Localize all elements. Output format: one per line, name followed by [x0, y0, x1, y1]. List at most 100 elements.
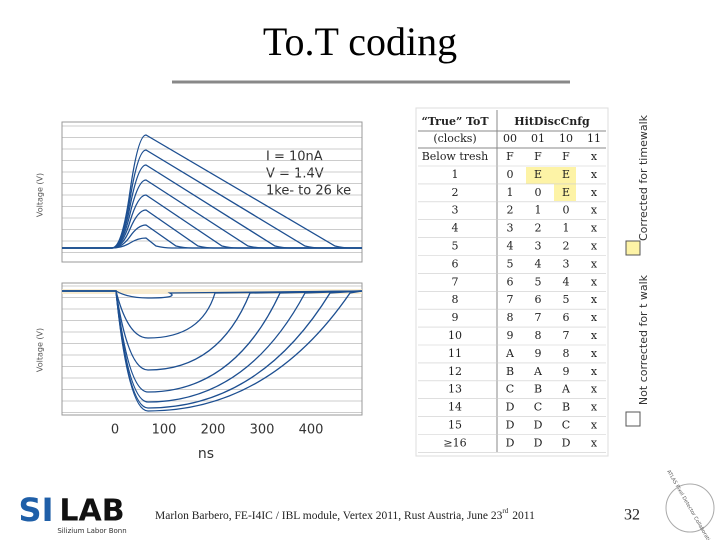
table-cell: x: [591, 383, 598, 396]
table-cell: 6: [507, 275, 514, 288]
table-cell: A: [533, 365, 543, 378]
table-cell: 13: [448, 383, 462, 396]
atlas-logo: [665, 483, 715, 533]
table-cell: x: [591, 293, 598, 306]
table-cell: D: [562, 436, 571, 449]
table-cell: C: [562, 419, 570, 432]
table-subheader: 01: [531, 132, 545, 145]
table-cell: 1: [452, 168, 459, 181]
x-tick-label: 300: [250, 423, 275, 438]
legend-swatch: [625, 240, 641, 256]
table-cell: D: [534, 436, 543, 449]
table-cell: 6: [535, 293, 542, 306]
table-subheader: (clocks): [433, 132, 476, 145]
x-tick-label: 100: [152, 423, 177, 438]
table-cell: E: [562, 186, 570, 199]
table-cell: 6: [563, 311, 570, 324]
table-cell: 5: [507, 257, 514, 270]
legend-label: Not corrected for t walk: [637, 274, 650, 405]
table-subheader: 00: [503, 132, 517, 145]
footer-citation: Marlon Barbero, FE-I4IC / IBL module, Ve…: [155, 507, 535, 522]
page-number: 32: [624, 507, 640, 524]
plot-frame: [61, 282, 363, 416]
legend-label: Corrected for timewalk: [637, 114, 650, 241]
slide-title: To.T coding: [263, 19, 457, 64]
table-cell: 2: [535, 222, 542, 235]
table-cell: 5: [563, 293, 570, 306]
annotation-box: [262, 148, 368, 206]
table-cell: 5: [535, 275, 542, 288]
table-cell: 14: [448, 401, 462, 414]
table-subheader: 10: [559, 132, 573, 145]
table-cell: A: [561, 383, 571, 396]
table-cell: 4: [452, 222, 459, 235]
table-cell: 6: [452, 257, 459, 270]
table-cell: x: [591, 257, 598, 270]
table-cell: 0: [535, 186, 542, 199]
table-cell: x: [591, 365, 598, 378]
legend-swatch: [625, 411, 641, 427]
table-cell: A: [505, 347, 515, 360]
table-cell: 0: [563, 204, 570, 217]
logo-si: SI: [19, 491, 54, 529]
table-cell: x: [591, 222, 598, 235]
table-cell: 7: [535, 311, 542, 324]
table-cell: Below tresh: [422, 150, 489, 163]
table-cell: 3: [535, 240, 542, 253]
table-subheader: 11: [587, 132, 601, 145]
annotation: V = 1.4V: [266, 167, 324, 182]
table-cell: 5: [452, 240, 459, 253]
citation: Marlon Barbero, FE-I4IC / IBL module, Ve…: [155, 510, 503, 522]
output-curve: [62, 290, 363, 412]
table-cell: x: [591, 186, 598, 199]
table-cell: 3: [507, 222, 514, 235]
table-cell: 2: [563, 240, 570, 253]
table-cell: x: [591, 204, 598, 217]
x-axis-label: ns: [198, 446, 214, 462]
x-tick-label: 200: [201, 423, 226, 438]
x-tick-label: 400: [299, 423, 324, 438]
table-cell: B: [562, 401, 570, 414]
table-cell: x: [591, 150, 598, 163]
table-cell: C: [534, 401, 542, 414]
output-curve: [62, 290, 363, 371]
plot-gap: [62, 268, 362, 282]
table-cell: 1: [563, 222, 570, 235]
table-cell: 12: [448, 365, 462, 378]
table-cell: 0: [507, 168, 514, 181]
citation-superscript: rd: [502, 507, 508, 515]
table-cell: x: [591, 436, 598, 449]
table-cell: ≥16: [443, 436, 466, 449]
table-cell: 8: [507, 311, 514, 324]
table-header: “True” ToT: [421, 115, 489, 128]
table-cell: x: [591, 347, 598, 360]
table-cell: 7: [563, 329, 570, 342]
table-cell: x: [591, 311, 598, 324]
highlight: [554, 184, 576, 201]
table-cell: x: [591, 329, 598, 342]
table-cell: 3: [452, 204, 459, 217]
table-cell: 15: [448, 419, 462, 432]
table-cell: 8: [563, 347, 570, 360]
table-cell: x: [591, 240, 598, 253]
table-cell: 9: [452, 311, 459, 324]
x-tick-label: 0: [111, 423, 119, 438]
table-cell: 2: [452, 186, 459, 199]
table-cell: D: [506, 419, 515, 432]
annotation: I = 10nA: [266, 150, 323, 165]
table-cell: 4: [535, 257, 542, 270]
table-cell: x: [591, 168, 598, 181]
atlas-logo-text: ATLAS Pixel Detector Collaboration: [665, 469, 714, 540]
y-axis-label: Voltage (V): [36, 328, 45, 372]
table-cell: F: [562, 150, 570, 163]
table-cell: E: [562, 168, 570, 181]
table-cell: 4: [563, 275, 570, 288]
table-cell: 1: [535, 204, 542, 217]
table-cell: 3: [563, 257, 570, 270]
table-cell: 4: [507, 240, 514, 253]
table-cell: 8: [535, 329, 542, 342]
annotation: 1ke- to 26 ke: [266, 184, 351, 199]
table-cell: E: [534, 168, 542, 181]
table-cell: 9: [507, 329, 514, 342]
